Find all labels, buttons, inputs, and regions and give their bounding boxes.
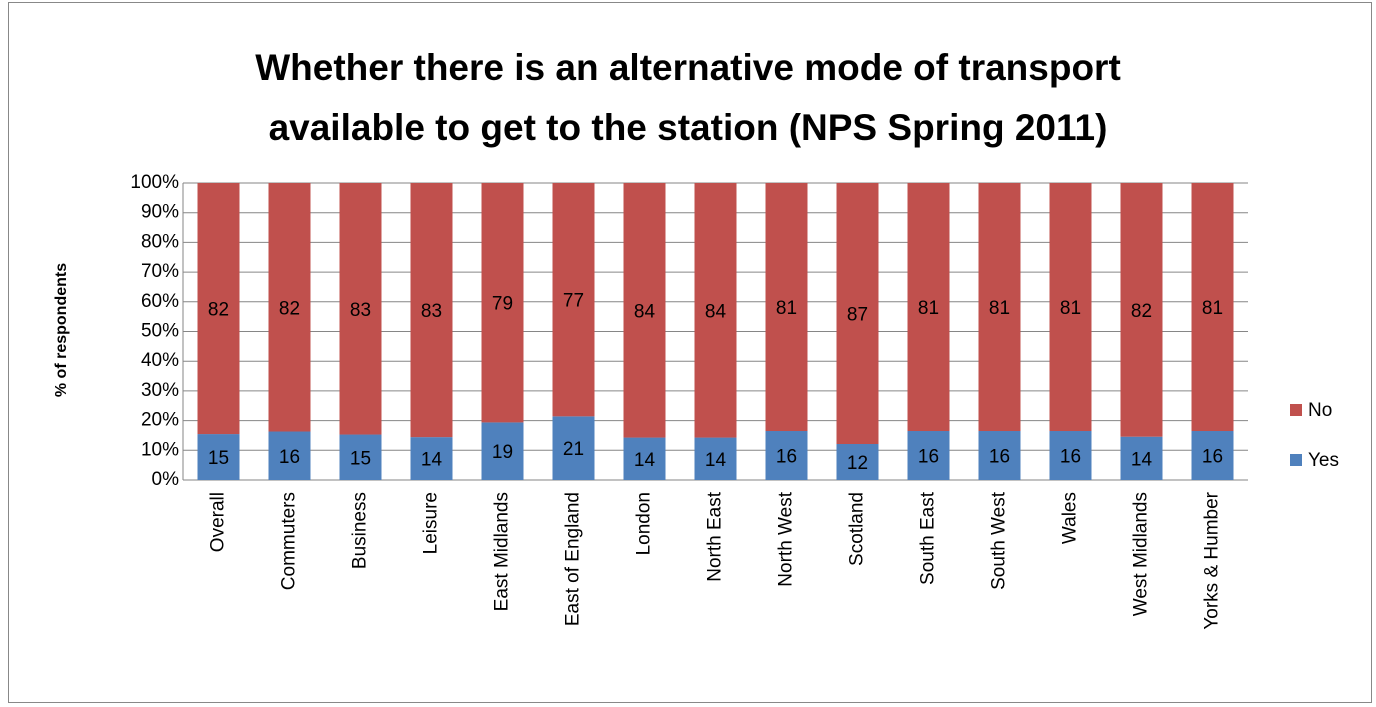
data-label: 81 (776, 298, 797, 319)
data-label: 14 (421, 450, 443, 471)
bar-segment (836, 183, 879, 444)
legend-label: Yes (1308, 450, 1339, 471)
bar-segment (552, 183, 595, 417)
bar-segment (481, 183, 524, 423)
data-label: 16 (1202, 447, 1223, 468)
data-label: 14 (705, 450, 727, 471)
y-tick-label: 50% (141, 321, 179, 342)
data-label: 81 (918, 298, 939, 319)
bar-segment (268, 431, 311, 480)
legend-label: No (1308, 400, 1332, 421)
data-label: 14 (634, 450, 656, 471)
bar-segment (197, 434, 240, 480)
x-tick-label: Overall (208, 492, 229, 552)
data-label: 81 (1202, 298, 1223, 319)
bar-segment (978, 183, 1021, 432)
data-label: 82 (279, 298, 300, 319)
data-label: 15 (208, 448, 229, 469)
x-tick-label: Wales (1060, 492, 1081, 544)
data-label: 21 (563, 439, 584, 460)
bar-segment (765, 183, 808, 432)
data-label: 87 (847, 305, 868, 326)
x-tick-label: South East (918, 491, 939, 585)
data-label: 16 (776, 447, 797, 468)
x-tick-label: Scotland (847, 492, 868, 566)
data-label: 19 (492, 442, 513, 463)
x-tick-label: Leisure (421, 492, 442, 554)
y-tick-label: 20% (141, 410, 179, 431)
data-label: 15 (350, 448, 371, 469)
data-label: 16 (279, 447, 300, 468)
bar-segment (623, 183, 666, 438)
bar-segment (1120, 183, 1163, 437)
y-tick-label: 70% (141, 261, 179, 282)
x-tick-label: Commuters (279, 492, 300, 590)
bar-segment (978, 431, 1021, 480)
bar-segment (836, 444, 879, 480)
data-label: 14 (1131, 449, 1153, 470)
bar-segment (410, 437, 453, 480)
data-label: 12 (847, 453, 868, 474)
bar-segment (552, 416, 595, 480)
x-tick-label: Yorks & Humber (1202, 491, 1223, 629)
data-label: 83 (421, 301, 442, 322)
y-tick-label: 40% (141, 350, 179, 371)
bar-segment (481, 422, 524, 480)
x-tick-label: East Midlands (492, 492, 513, 611)
y-tick-label: 100% (130, 172, 179, 193)
y-tick-label: 90% (141, 202, 179, 223)
bar-segment (1191, 431, 1234, 480)
chart-title: Whether there is an alternative mode of … (255, 47, 1121, 148)
bar-segment (339, 434, 382, 480)
y-tick-label: 0% (152, 469, 180, 490)
bar-segment (1120, 436, 1163, 480)
data-label: 84 (705, 301, 727, 322)
data-label: 82 (208, 300, 229, 321)
legend-swatch (1290, 454, 1302, 466)
bar-segment (1049, 183, 1092, 432)
data-label: 79 (492, 294, 513, 315)
data-label: 84 (634, 301, 656, 322)
bar-segment (694, 437, 737, 480)
data-label: 81 (989, 298, 1010, 319)
y-tick-label: 30% (141, 380, 179, 401)
data-label: 16 (918, 447, 939, 468)
data-label: 82 (1131, 301, 1152, 322)
bar-segment (907, 183, 950, 432)
bar-segment (1049, 431, 1092, 480)
x-tick-label: Business (350, 492, 371, 569)
y-tick-label: 80% (141, 231, 179, 252)
data-label: 81 (1060, 298, 1081, 319)
y-axis-label: % of respondents (53, 263, 70, 397)
x-tick-label: North West (776, 491, 797, 586)
bar-segment (410, 183, 453, 438)
bar-segment (765, 431, 808, 480)
bar-segment (694, 183, 737, 438)
bar-segment (623, 437, 666, 480)
y-tick-label: 10% (141, 439, 179, 460)
bar-segment (339, 183, 382, 435)
bar-segment (907, 431, 950, 480)
chart-frame (8, 2, 1372, 703)
legend-swatch (1290, 404, 1302, 416)
x-tick-label: North East (705, 491, 726, 581)
bar-segment (268, 183, 311, 432)
y-tick-label: 60% (141, 291, 179, 312)
x-tick-label: East of England (563, 492, 584, 626)
bar-segment (1191, 183, 1234, 432)
data-label: 77 (563, 291, 584, 312)
data-label: 16 (989, 447, 1010, 468)
data-label: 83 (350, 300, 371, 321)
data-label: 16 (1060, 447, 1081, 468)
bar-segment (197, 183, 240, 435)
x-tick-label: London (634, 492, 655, 555)
x-tick-label: West Midlands (1131, 492, 1152, 616)
x-tick-label: South West (989, 491, 1010, 590)
